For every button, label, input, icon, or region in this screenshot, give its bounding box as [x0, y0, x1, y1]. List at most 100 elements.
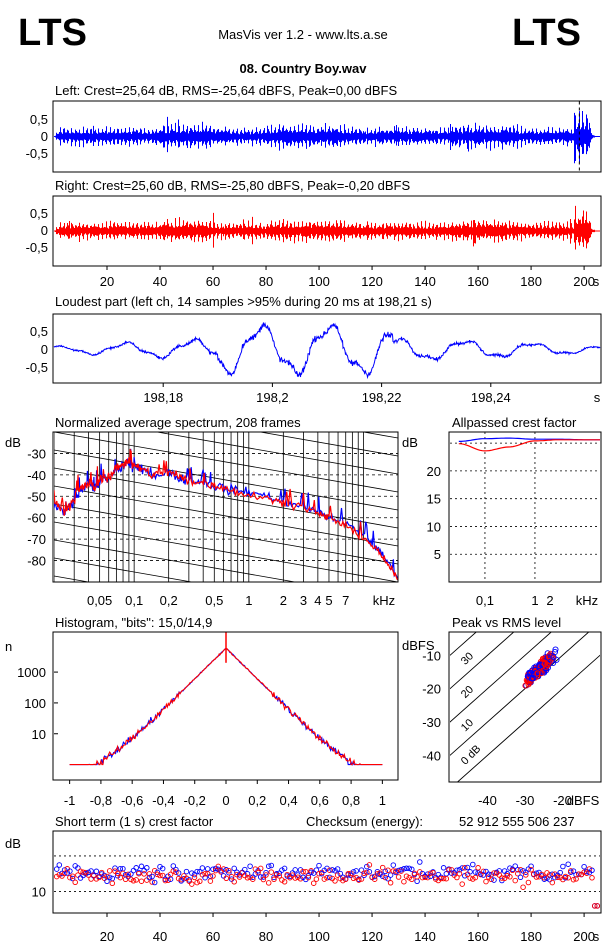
st-point — [223, 875, 230, 882]
st-point — [488, 876, 495, 883]
st-point — [523, 872, 529, 878]
st-point — [491, 877, 497, 883]
y-tick-label: -40 — [422, 748, 441, 763]
y-tick-label: -0,5 — [26, 146, 48, 161]
spectrum-frame — [52, 431, 399, 583]
st-point — [189, 870, 195, 876]
y-tick-label: 100 — [24, 696, 46, 711]
st-point — [56, 871, 63, 878]
st-point — [570, 876, 577, 883]
slope-line — [258, 432, 398, 457]
st-point — [387, 880, 394, 886]
pvr-point — [542, 663, 549, 670]
st-point — [120, 870, 126, 877]
st-point — [170, 863, 177, 869]
pvr-frame — [448, 631, 602, 783]
st-point — [189, 881, 195, 887]
pvr-point — [538, 669, 545, 677]
st-point — [273, 871, 280, 878]
y-tick-label: -30 — [422, 715, 441, 730]
diagonal-label: 0 dB — [459, 743, 483, 767]
st-point — [525, 879, 532, 886]
slope-line — [54, 539, 298, 582]
x-tick-label: 100 — [308, 274, 330, 289]
x-tick-label: -0,8 — [90, 793, 112, 808]
st-point — [557, 869, 563, 876]
st-point — [226, 867, 232, 874]
x-tick-label: 198,22 — [362, 390, 402, 405]
logo-right: LTS — [512, 12, 581, 54]
y-tick-label: 10 — [32, 727, 46, 742]
left-wave-plot — [54, 101, 600, 172]
st-point — [456, 870, 463, 877]
st-point — [202, 870, 208, 877]
st-point — [281, 865, 288, 872]
st-point — [485, 871, 492, 877]
pvr-ylabel: dBFS — [402, 638, 435, 653]
slope-line — [154, 432, 398, 475]
app-title: MasVis ver 1.2 - www.lts.a.se — [218, 27, 388, 42]
st-point — [263, 872, 269, 878]
x-tick-label: 0,4 — [280, 793, 298, 808]
st-point — [350, 875, 357, 882]
st-point — [117, 874, 124, 881]
st-point — [459, 881, 465, 887]
y-tick-label: -80 — [27, 554, 46, 569]
st-point — [403, 873, 410, 879]
st-point — [141, 871, 147, 877]
crest-diagonal — [450, 632, 552, 723]
st-point — [467, 875, 473, 881]
st-point — [414, 873, 420, 880]
st-point — [401, 866, 407, 872]
st-point — [247, 863, 253, 869]
y-tick-label: 0 — [41, 129, 48, 144]
st-point — [72, 879, 78, 886]
y-tick-label: 10 — [32, 885, 46, 900]
st-point — [313, 876, 320, 882]
st-point — [411, 870, 418, 877]
st-point — [101, 872, 108, 879]
st-point — [130, 867, 137, 874]
st-point — [366, 869, 373, 875]
logo-left: LTS — [18, 12, 87, 54]
st-point — [181, 875, 187, 882]
right-wave-title: Right: Crest=25,60 dB, RMS=-25,80 dBFS, … — [55, 178, 410, 193]
st-point — [226, 869, 232, 876]
x-tick-label: -40 — [478, 793, 497, 808]
st-point — [509, 867, 516, 874]
st-point — [255, 869, 261, 876]
crest-x-axis: 0,1 1 2 — [476, 593, 554, 608]
right-wave-frame — [52, 195, 602, 267]
pvr-point — [552, 646, 559, 653]
st-point — [149, 873, 155, 880]
st-point — [470, 861, 476, 868]
st-point — [390, 868, 397, 874]
st-point — [477, 871, 484, 878]
y-tick-label: -0,5 — [26, 360, 48, 375]
x-tick-label: -1 — [64, 793, 76, 808]
x-tick-label: 0,8 — [342, 793, 360, 808]
st-point — [265, 863, 272, 869]
st-point — [446, 867, 452, 873]
crest-x-unit: kHz — [576, 593, 598, 608]
st-point — [504, 870, 510, 877]
spectrum-series-left — [54, 448, 398, 579]
st-point — [334, 872, 341, 878]
st-point — [533, 874, 540, 880]
st-point — [573, 876, 579, 882]
st-point — [133, 865, 139, 871]
st-point — [552, 871, 558, 877]
slope-line — [54, 557, 194, 582]
st-point — [379, 864, 386, 871]
pvr-point — [524, 678, 531, 685]
pvr-point — [534, 670, 541, 677]
st-point — [67, 874, 73, 881]
st-point — [162, 877, 169, 884]
x-tick-label: 40 — [153, 929, 167, 944]
x-tick-label: 2 — [280, 593, 287, 608]
st-point — [305, 874, 312, 881]
st-point — [104, 873, 110, 880]
st-point — [387, 872, 394, 878]
st-point — [512, 877, 518, 884]
spectrum-ylabel: dB — [5, 435, 21, 450]
